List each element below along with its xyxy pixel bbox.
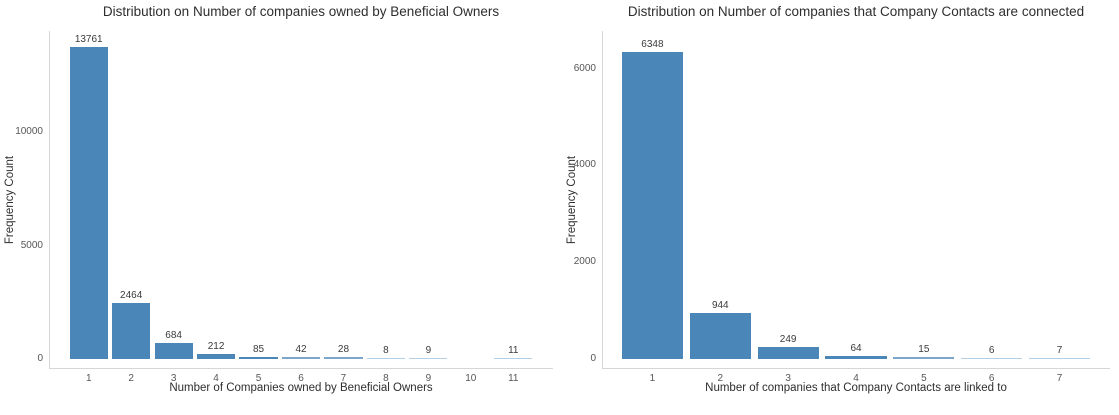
- chart-title: Distribution on Number of companies that…: [627, 4, 1085, 19]
- x-tick-label: 4: [213, 373, 219, 384]
- bar: [281, 357, 321, 359]
- bar: [239, 357, 278, 359]
- x-tick-label: 6: [988, 373, 995, 384]
- x-axis-label: Number of companies that Company Contact…: [705, 382, 1007, 394]
- bar-value-label: 7: [1056, 344, 1063, 356]
- bar: [69, 46, 108, 359]
- x-tick-label: 11: [508, 373, 519, 384]
- bar: [494, 357, 533, 359]
- bar-value-label: 944: [711, 300, 729, 312]
- bar-value-label: 15: [918, 344, 930, 356]
- bar: [893, 357, 955, 359]
- bar-value-label: 13761: [74, 33, 103, 45]
- bar-value-label: 8: [383, 344, 389, 356]
- y-tick-label: 0: [590, 353, 596, 364]
- x-axis-label: Number of Companies owned by Beneficial …: [169, 382, 433, 394]
- chart-title: Distribution on Number of companies owne…: [102, 4, 500, 19]
- bar-value-label: 11: [508, 344, 519, 356]
- x-tick-label: 9: [425, 373, 432, 384]
- chart-beneficial-owners: Distribution on Number of companies owne…: [0, 0, 559, 415]
- x-tick-label: 3: [170, 373, 177, 384]
- bar-value-label: 6348: [641, 38, 664, 50]
- bar-value-label: 249: [779, 333, 797, 345]
- x-tick-label: 5: [921, 373, 927, 384]
- y-tick-label: 0: [37, 353, 43, 364]
- y-tick-label: 4000: [573, 159, 596, 171]
- x-tick-label: 3: [785, 373, 791, 384]
- bar: [324, 357, 363, 359]
- x-tick-label: 7: [1056, 373, 1063, 384]
- bar: [825, 355, 887, 359]
- y-tick-label: 10000: [15, 126, 43, 138]
- bar: [757, 346, 819, 359]
- x-tick-label: 1: [649, 373, 656, 384]
- x-tick-label: 2: [717, 373, 724, 384]
- x-tick-label: 2: [128, 373, 134, 384]
- chart-company-contacts: Distribution on Number of companies that…: [559, 0, 1119, 415]
- bar: [196, 354, 236, 359]
- bar-value-label: 9: [425, 344, 432, 356]
- plot-area: [49, 31, 553, 369]
- bar: [689, 313, 751, 359]
- bar-value-label: 2464: [120, 290, 143, 302]
- bar: [1029, 357, 1091, 359]
- bar-value-label: 212: [207, 341, 225, 353]
- y-tick-label: 2000: [573, 256, 596, 268]
- bar: [409, 357, 448, 359]
- x-tick-label: 8: [383, 373, 389, 384]
- y-axis-label: Frequency Count: [4, 155, 16, 245]
- bar-value-label: 684: [165, 330, 182, 342]
- x-tick-label: 5: [255, 373, 262, 384]
- bar-value-label: 85: [252, 344, 265, 355]
- bar: [366, 357, 405, 359]
- bar: [621, 51, 683, 359]
- plot-area: [602, 31, 1110, 369]
- bar-value-label: 64: [850, 342, 862, 354]
- bar: [154, 343, 193, 359]
- bar-value-label: 28: [337, 344, 350, 356]
- x-tick-label: 6: [298, 373, 304, 384]
- x-tick-label: 10: [465, 373, 477, 384]
- bar: [961, 357, 1023, 359]
- x-tick-label: 1: [85, 373, 92, 384]
- y-tick-label: 6000: [573, 62, 596, 74]
- bar-value-label: 6: [988, 344, 995, 356]
- bar: [112, 303, 151, 359]
- y-tick-label: 5000: [20, 239, 43, 251]
- x-tick-label: 7: [340, 373, 347, 384]
- bar-value-label: 42: [295, 344, 307, 356]
- x-tick-label: 4: [853, 373, 859, 384]
